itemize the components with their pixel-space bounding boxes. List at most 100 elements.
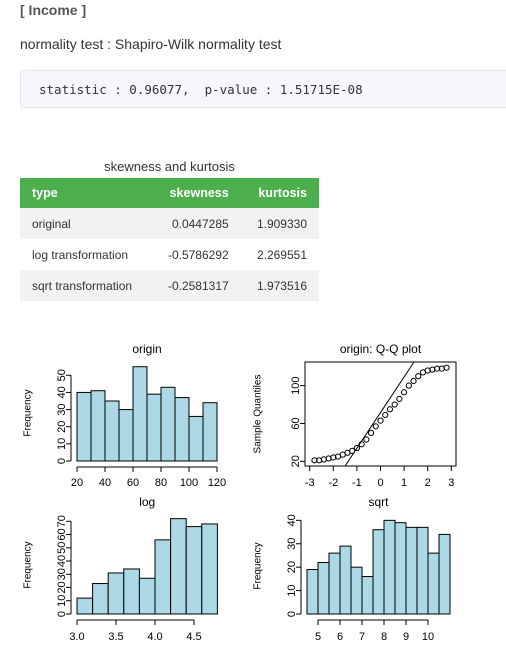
bar bbox=[104, 400, 120, 462]
qq-point bbox=[349, 447, 356, 454]
x-tick-label: 5 bbox=[315, 631, 321, 643]
x-tick-label: 9 bbox=[403, 631, 409, 643]
qq-point bbox=[353, 444, 361, 452]
y-tick-label: 10 bbox=[56, 595, 68, 607]
bar bbox=[317, 561, 330, 615]
qq-point bbox=[372, 423, 379, 430]
bar bbox=[160, 386, 176, 462]
bar bbox=[438, 533, 451, 615]
x-tick-label: 10 bbox=[422, 631, 434, 643]
bar bbox=[174, 397, 190, 462]
bar bbox=[132, 366, 148, 462]
y-tick-label: 40 bbox=[56, 555, 68, 567]
table-cell: sqrt transformation bbox=[20, 270, 152, 301]
x-tick-label: 120 bbox=[208, 477, 226, 489]
x-tick-label: -1 bbox=[352, 477, 362, 489]
y-tick-label: 20 bbox=[56, 421, 68, 433]
bar bbox=[350, 566, 363, 615]
bar bbox=[170, 518, 187, 615]
header-row: type skewness kurtosis bbox=[20, 178, 319, 208]
y-tick-label: 10 bbox=[286, 584, 298, 596]
bar bbox=[118, 409, 134, 462]
table-cell: 2.269551 bbox=[256, 247, 307, 262]
test-label: normality test : Shapiro-Wilk normality … bbox=[20, 36, 282, 52]
y-tick-label: 30 bbox=[286, 538, 298, 550]
y-tick-label: 30 bbox=[56, 568, 68, 580]
qq-point bbox=[363, 436, 370, 443]
x-tick-label: 6 bbox=[337, 631, 343, 643]
y-tick-label: 40 bbox=[286, 514, 298, 526]
x-tick-label: 1 bbox=[401, 477, 407, 489]
table-row: original 0.0447285 1.909330 bbox=[20, 208, 319, 239]
qq-point bbox=[396, 395, 403, 402]
qq-point bbox=[400, 389, 408, 396]
y-axis-label: Frequency bbox=[23, 541, 34, 588]
y-tick-label: 50 bbox=[56, 369, 68, 381]
chart-title: origin bbox=[132, 342, 161, 356]
y-axis-label: Sample Quantiles bbox=[253, 375, 264, 454]
y-tick-label: 20 bbox=[286, 561, 298, 573]
bar bbox=[306, 569, 319, 615]
bar bbox=[383, 519, 396, 615]
column-header: type bbox=[20, 178, 152, 208]
test-result: statistic : 0.96077, p-value : 1.51715E-… bbox=[20, 70, 506, 108]
stats-table: type skewness kurtosis original 0.0447285 1.9… bbox=[20, 178, 319, 301]
x-tick-label: 8 bbox=[381, 631, 387, 643]
x-tick-label: 80 bbox=[155, 477, 167, 489]
x-tick-label: 20 bbox=[71, 477, 83, 489]
bar bbox=[188, 415, 204, 462]
x-tick-label: 4.5 bbox=[186, 631, 201, 643]
x-tick-label: 3.5 bbox=[108, 631, 123, 643]
x-tick-label: 0 bbox=[377, 477, 383, 489]
section-title: [ Income ] bbox=[20, 2, 87, 18]
bar bbox=[394, 522, 407, 615]
table-cell: log transformation bbox=[32, 247, 129, 262]
bar bbox=[328, 552, 341, 615]
table-row: sqrt transformation -0.2581317 1.973516 bbox=[20, 270, 319, 301]
y-tick-label: 0 bbox=[56, 611, 68, 617]
x-tick-label: 7 bbox=[359, 631, 365, 643]
bar bbox=[154, 539, 172, 615]
bar bbox=[92, 583, 109, 615]
y-axis-label: Frequency bbox=[23, 389, 34, 436]
plot-frame bbox=[304, 361, 457, 467]
bar bbox=[138, 577, 156, 615]
x-tick-label: 3 bbox=[448, 477, 454, 489]
y-tick-label: 60 bbox=[56, 528, 68, 540]
qq-point bbox=[386, 406, 394, 413]
y-tick-label: 50 bbox=[56, 542, 68, 554]
qq-point bbox=[443, 364, 450, 371]
table-cell: -0.5786292 bbox=[167, 247, 229, 262]
bar bbox=[339, 545, 352, 615]
bar bbox=[202, 402, 218, 462]
y-tick-label: 40 bbox=[56, 386, 68, 398]
chart-title: log bbox=[139, 495, 155, 509]
y-tick-label: 20 bbox=[56, 581, 68, 593]
bar bbox=[185, 526, 203, 615]
table-caption: skewness and kurtosis bbox=[104, 159, 235, 174]
qq-point bbox=[377, 417, 384, 424]
y-tick-label: 60 bbox=[290, 417, 302, 429]
x-tick-label: 40 bbox=[99, 477, 111, 489]
x-tick-label: -3 bbox=[305, 477, 315, 489]
y-tick-label: 100 bbox=[290, 376, 302, 394]
table-cell: 1.973516 bbox=[240, 270, 319, 301]
table-cell: 1.909330 bbox=[240, 208, 319, 239]
x-tick-label: 2 bbox=[425, 477, 431, 489]
column-header: kurtosis bbox=[240, 178, 319, 208]
y-tick-label: 0 bbox=[286, 611, 298, 617]
chart-title: sqrt bbox=[368, 495, 389, 509]
bar bbox=[201, 523, 218, 615]
bar bbox=[427, 552, 440, 615]
bar bbox=[76, 391, 92, 462]
y-tick-label: 10 bbox=[56, 438, 68, 450]
table-cell: 0.0447285 bbox=[151, 208, 241, 239]
qq-point bbox=[405, 382, 412, 389]
bar bbox=[90, 390, 106, 462]
y-tick-label: 0 bbox=[56, 458, 68, 464]
qq-point bbox=[382, 411, 389, 419]
x-tick-label: -2 bbox=[328, 477, 338, 489]
bar bbox=[405, 526, 418, 615]
